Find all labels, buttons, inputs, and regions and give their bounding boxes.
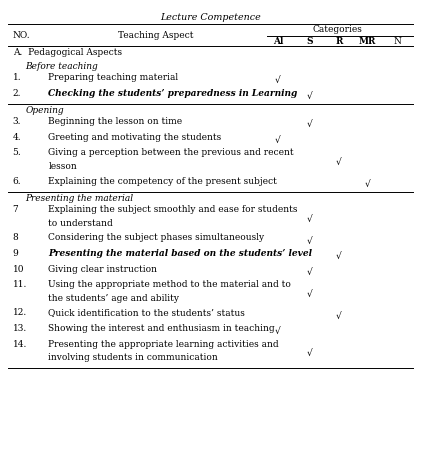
Text: 4.: 4. xyxy=(13,133,21,142)
Text: Checking the students’ preparedness in Learning: Checking the students’ preparedness in L… xyxy=(48,89,298,98)
Text: the students’ age and ability: the students’ age and ability xyxy=(48,294,179,302)
Text: √: √ xyxy=(306,349,312,358)
Text: Giving a perception between the previous and recent: Giving a perception between the previous… xyxy=(48,148,294,158)
Text: 11.: 11. xyxy=(13,280,27,290)
Text: 13.: 13. xyxy=(13,324,27,333)
Text: Giving clear instruction: Giving clear instruction xyxy=(48,265,157,274)
Text: √: √ xyxy=(306,290,312,299)
Text: 10: 10 xyxy=(13,265,24,274)
Text: involving students in communication: involving students in communication xyxy=(48,353,218,362)
Text: 3.: 3. xyxy=(13,117,21,126)
Text: Teaching Aspect: Teaching Aspect xyxy=(118,30,194,40)
Text: √: √ xyxy=(365,180,370,189)
Text: Before teaching: Before teaching xyxy=(25,62,98,71)
Text: 12.: 12. xyxy=(13,308,27,318)
Text: √: √ xyxy=(275,136,281,145)
Text: 5.: 5. xyxy=(13,148,21,158)
Text: 14.: 14. xyxy=(13,340,27,349)
Text: 2.: 2. xyxy=(13,89,21,98)
Text: 6.: 6. xyxy=(13,177,21,186)
Text: Greeting and motivating the students: Greeting and motivating the students xyxy=(48,133,222,142)
Text: R: R xyxy=(335,37,343,46)
Text: Beginning the lesson on time: Beginning the lesson on time xyxy=(48,117,183,126)
Text: Preparing teaching material: Preparing teaching material xyxy=(48,73,179,82)
Text: 1.: 1. xyxy=(13,73,21,82)
Text: Presenting the material based on the students’ level: Presenting the material based on the stu… xyxy=(48,249,312,258)
Text: √: √ xyxy=(306,120,312,130)
Text: lesson: lesson xyxy=(48,162,77,171)
Text: √: √ xyxy=(306,268,312,277)
Text: √: √ xyxy=(275,76,281,85)
Text: √: √ xyxy=(306,236,312,246)
Text: Opening: Opening xyxy=(25,106,64,115)
Text: √: √ xyxy=(275,327,281,337)
Text: 8: 8 xyxy=(13,233,19,242)
Text: √: √ xyxy=(336,158,342,167)
Text: Presenting the material: Presenting the material xyxy=(25,194,133,203)
Text: 7: 7 xyxy=(13,205,19,214)
Text: Explaining the competency of the present subject: Explaining the competency of the present… xyxy=(48,177,277,186)
Text: Using the appropriate method to the material and to: Using the appropriate method to the mate… xyxy=(48,280,291,290)
Text: √: √ xyxy=(336,252,342,261)
Text: S: S xyxy=(306,37,313,46)
Text: Lecture Competence: Lecture Competence xyxy=(160,13,261,22)
Text: Considering the subject phases simultaneously: Considering the subject phases simultane… xyxy=(48,233,264,242)
Text: to understand: to understand xyxy=(48,219,113,227)
Text: √: √ xyxy=(336,312,342,321)
Text: 9: 9 xyxy=(13,249,19,258)
Text: Showing the interest and enthusiasm in teaching: Showing the interest and enthusiasm in t… xyxy=(48,324,275,333)
Text: Al: Al xyxy=(273,37,283,46)
Text: Presenting the appropriate learning activities and: Presenting the appropriate learning acti… xyxy=(48,340,279,349)
Text: Categories: Categories xyxy=(313,25,363,34)
Text: √: √ xyxy=(306,92,312,101)
Text: Quick identification to the students’ status: Quick identification to the students’ st… xyxy=(48,308,245,318)
Text: √: √ xyxy=(306,215,312,224)
Text: A.  Pedagogical Aspects: A. Pedagogical Aspects xyxy=(13,48,122,57)
Text: NO.: NO. xyxy=(13,30,30,40)
Text: Explaining the subject smoothly and ease for students: Explaining the subject smoothly and ease… xyxy=(48,205,298,214)
Text: MR: MR xyxy=(359,37,376,46)
Text: N: N xyxy=(394,37,402,46)
